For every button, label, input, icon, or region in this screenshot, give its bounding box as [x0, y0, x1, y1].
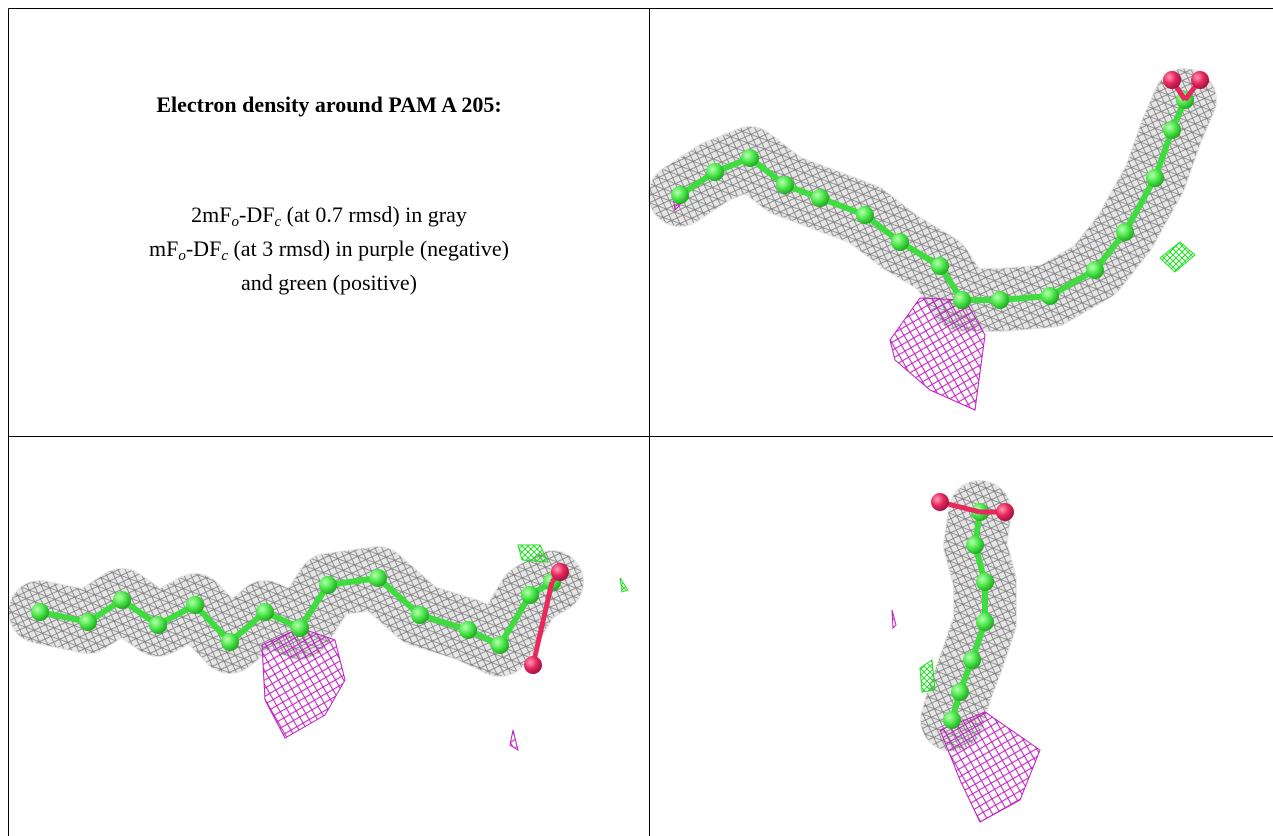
subscript: o	[178, 248, 186, 264]
carbon-atom	[221, 633, 239, 651]
carbon-atom	[459, 621, 477, 639]
carbon-atom	[369, 569, 387, 587]
oxygen-atom	[931, 493, 949, 511]
carbon-atom	[951, 683, 969, 701]
carbon-atom	[1116, 223, 1134, 241]
carbon-atom	[966, 536, 984, 554]
carbon-atom	[1086, 261, 1104, 279]
negative-density	[940, 712, 1040, 822]
carbon-atom	[741, 149, 759, 167]
negative-density	[892, 610, 896, 628]
page: {"caption": {"title": "Electron density …	[0, 0, 1273, 836]
carbon-atom	[1041, 287, 1059, 305]
carbon-atom	[976, 613, 994, 631]
caption-line: mFo-DFc (at 3 rmsd) in purple (negative)	[9, 232, 649, 266]
negative-density	[890, 298, 985, 410]
subscript: o	[232, 214, 240, 230]
carbon-atom	[931, 257, 949, 275]
caption-title: Electron density around PAM A 205:	[9, 92, 649, 118]
oxygen-atom	[551, 563, 569, 581]
carbon-atom	[1163, 121, 1181, 139]
caption-line: and green (positive)	[9, 266, 649, 300]
positive-density	[1160, 242, 1195, 272]
carbon-atom	[943, 711, 961, 729]
carbon-atom	[319, 576, 337, 594]
caption-text: and green (positive)	[241, 270, 417, 295]
carbon-atom	[1146, 169, 1164, 187]
carbon-atom	[521, 586, 539, 604]
caption-text: -DF	[239, 202, 274, 227]
positive-density	[620, 578, 628, 592]
carbon-atom	[671, 186, 689, 204]
carbon-atom	[776, 176, 794, 194]
carbon-atom	[149, 616, 167, 634]
caption-text: (at 3 rmsd) in purple (negative)	[228, 236, 509, 261]
caption: Electron density around PAM A 205: 2mFo-…	[9, 80, 649, 300]
carbon-atom	[953, 291, 971, 309]
carbon-atom	[411, 606, 429, 624]
caption-line: 2mFo-DFc (at 0.7 rmsd) in gray	[9, 198, 649, 232]
caption-text: (at 0.7 rmsd) in gray	[281, 202, 467, 227]
carbon-atom	[991, 291, 1009, 309]
positive-density	[518, 545, 548, 562]
carbon-atom	[706, 163, 724, 181]
carbon-atom	[291, 619, 309, 637]
carbon-atom	[186, 596, 204, 614]
subscript: c	[221, 248, 228, 264]
carbon-atom	[79, 613, 97, 631]
carbon-atom	[113, 591, 131, 609]
carbon-atom	[963, 651, 981, 669]
oxygen-atom	[1191, 71, 1209, 89]
carbon-atom	[491, 636, 509, 654]
oxygen-atom	[1163, 71, 1181, 89]
caption-text: mF	[149, 236, 178, 261]
oxygen-atom	[524, 656, 542, 674]
carbon-atom	[31, 603, 49, 621]
caption-text: -DF	[186, 236, 221, 261]
caption-text: 2mF	[191, 202, 231, 227]
carbon-atom	[891, 233, 909, 251]
negative-density	[262, 628, 345, 738]
carbon-atom	[856, 206, 874, 224]
carbon-atom	[256, 603, 274, 621]
carbon-atom	[976, 573, 994, 591]
negative-density	[510, 730, 518, 750]
positive-density	[920, 660, 935, 692]
carbon-atom	[811, 189, 829, 207]
oxygen-atom	[996, 503, 1014, 521]
